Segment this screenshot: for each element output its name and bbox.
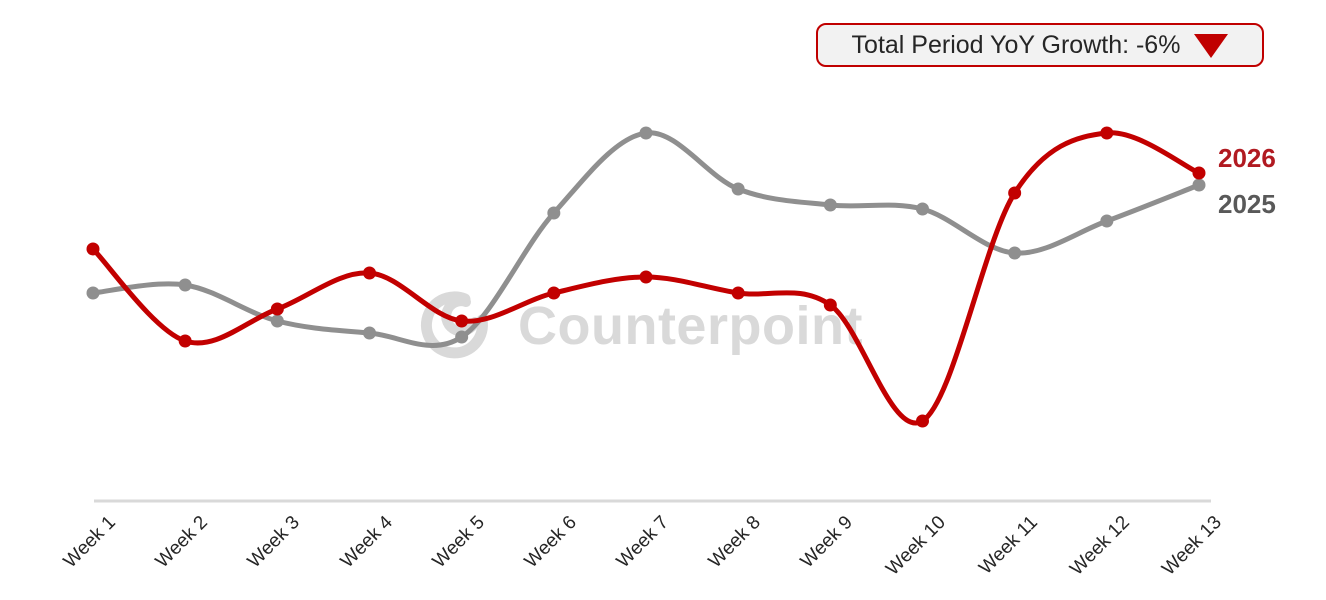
data-point-marker	[1192, 178, 1206, 192]
data-point-marker	[1008, 246, 1022, 260]
watermark-text: Counterpoint	[518, 296, 863, 356]
data-point-marker	[1100, 214, 1114, 228]
series-2025	[86, 126, 1206, 348]
data-point-marker	[1192, 166, 1206, 180]
data-point-marker	[639, 126, 653, 140]
data-point-marker	[1008, 186, 1022, 200]
data-point-marker	[639, 270, 653, 284]
data-point-marker	[363, 266, 376, 280]
down-triangle-icon	[1194, 34, 1229, 58]
data-point-marker	[916, 202, 929, 216]
data-point-marker	[731, 286, 745, 300]
data-point-marker	[270, 302, 284, 316]
data-point-marker	[455, 330, 469, 344]
yoy-growth-badge: Total Period YoY Growth: -6%	[816, 23, 1264, 67]
yoy-growth-text: Total Period YoY Growth: -6%	[851, 30, 1181, 59]
data-point-marker	[731, 182, 745, 196]
data-point-marker	[270, 314, 284, 328]
watermark: Counterpoint	[416, 286, 863, 366]
data-point-marker	[1100, 126, 1114, 140]
data-point-marker	[178, 334, 192, 348]
data-point-marker	[455, 314, 469, 328]
data-point-marker	[916, 414, 929, 428]
series-label-2026: 2026	[1218, 143, 1276, 173]
data-point-marker	[823, 198, 837, 212]
data-point-marker	[86, 286, 100, 300]
data-point-marker	[363, 326, 376, 340]
data-point-marker	[178, 278, 192, 292]
data-point-marker	[547, 206, 561, 220]
data-point-marker	[547, 286, 561, 300]
data-point-marker	[86, 242, 100, 256]
series-2026	[86, 126, 1206, 428]
data-point-marker	[823, 298, 837, 312]
series-label-2025: 2025	[1218, 189, 1276, 219]
